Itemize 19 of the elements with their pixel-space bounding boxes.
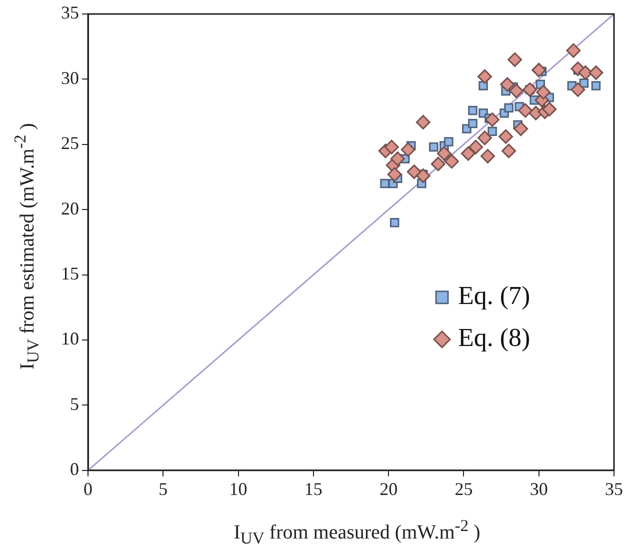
- x-tick-label: 0: [84, 478, 92, 499]
- x-tick-label: 10: [229, 478, 248, 499]
- x-tick-label: 20: [380, 478, 398, 499]
- y-tick-label: 20: [61, 198, 79, 218]
- y-tick-label: 15: [61, 264, 79, 284]
- legend-label: Eq. (7): [458, 281, 530, 310]
- x-tick-label: 35: [605, 478, 623, 499]
- x-tick-label: 15: [304, 478, 322, 499]
- x-tick-label: 30: [530, 478, 548, 499]
- y-tick-label: 10: [61, 328, 79, 349]
- y-tick-label: 0: [70, 459, 79, 480]
- x-tick-label: 5: [158, 478, 168, 499]
- legend-label: Eq. (8): [458, 323, 530, 352]
- y-tick-label: 30: [61, 68, 79, 88]
- y-tick-label: 35: [61, 2, 79, 23]
- x-tick-label: 25: [454, 478, 473, 499]
- y-tick-label: 25: [61, 133, 79, 154]
- x-axis-title: I$_{UV}$ from measured (mW.m$^{-2}$ ): [232, 516, 482, 549]
- y-tick-label: 5: [70, 394, 79, 414]
